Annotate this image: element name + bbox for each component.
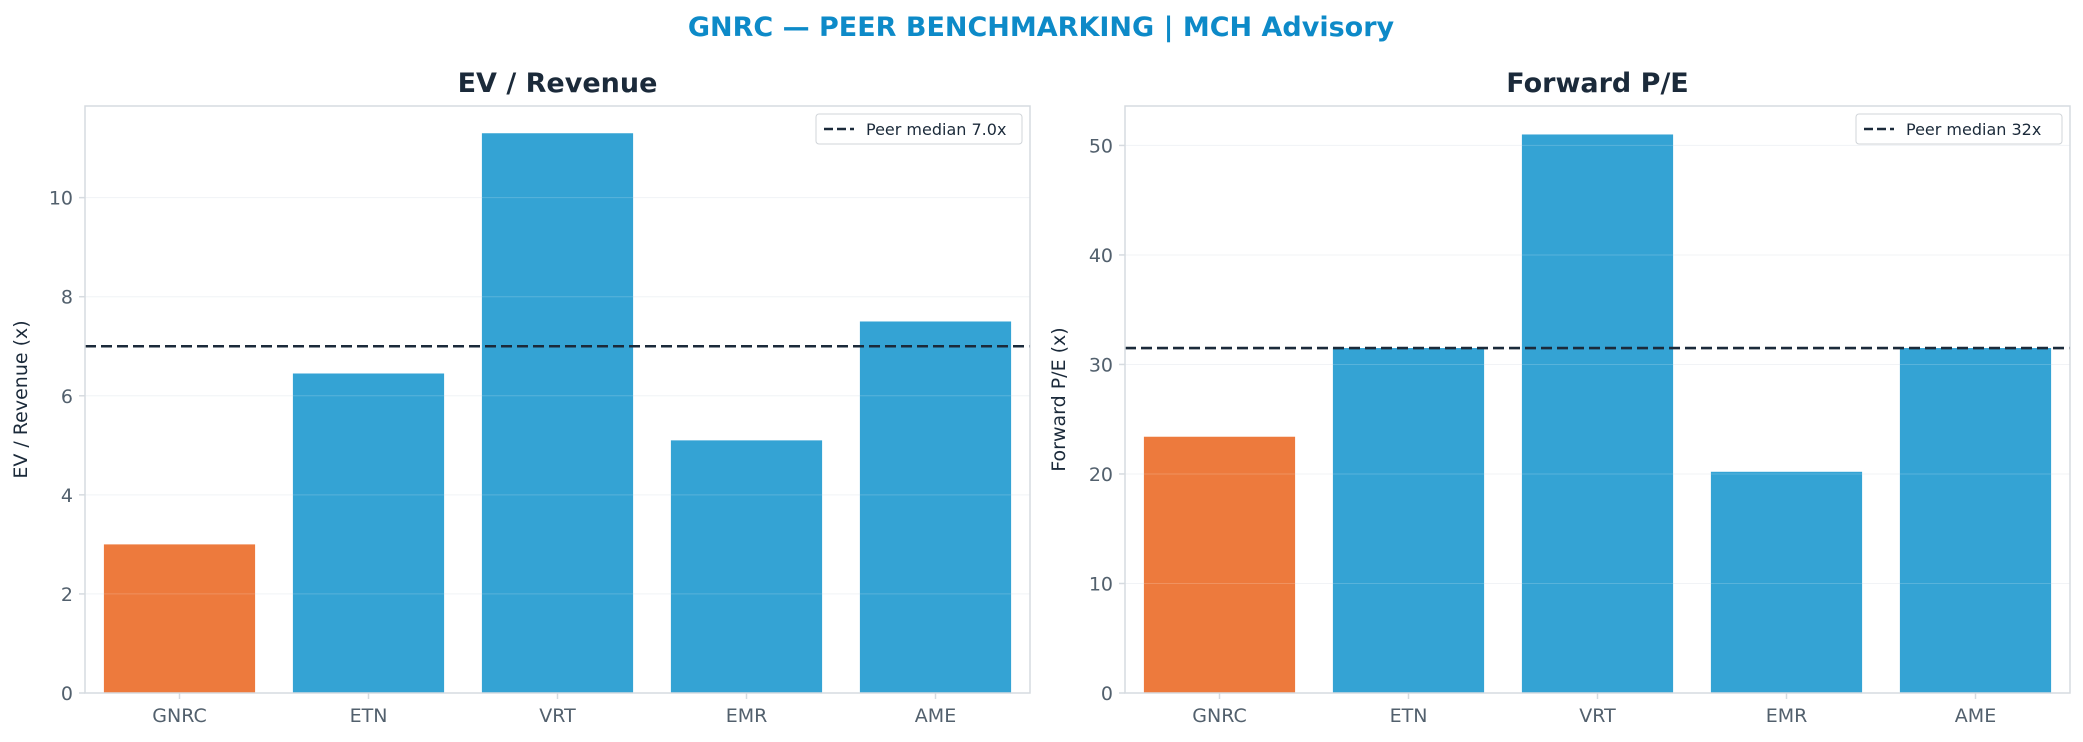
y-axis-label: Forward P/E (x)	[1048, 327, 1070, 471]
bar-etn	[1332, 348, 1485, 693]
legend: Peer median 32x	[1855, 113, 2063, 145]
bar-emr	[670, 440, 823, 693]
bar-etn	[292, 373, 445, 693]
x-tick-label: ETN	[350, 705, 388, 727]
bar-ame	[1899, 348, 2052, 693]
x-tick-label: VRT	[1579, 705, 1616, 727]
legend: Peer median 7.0x	[815, 113, 1023, 145]
legend-label: Peer median 32x	[1906, 120, 2041, 139]
y-tick-label: 10	[49, 188, 73, 210]
panel-title: EV / Revenue	[458, 68, 658, 99]
y-tick-label: 4	[61, 485, 73, 507]
y-axis-label: EV / Revenue (x)	[10, 320, 32, 478]
panel-title: Forward P/E	[1506, 68, 1689, 99]
y-tick-label: 2	[61, 584, 73, 606]
legend-label: Peer median 7.0x	[866, 120, 1006, 139]
y-tick-label: 6	[61, 386, 73, 408]
bar-emr	[1710, 471, 1863, 693]
y-tick-label: 0	[61, 683, 73, 705]
y-tick-label: 40	[1089, 245, 1113, 267]
x-tick-label: EMR	[1766, 705, 1808, 727]
x-tick-label: VRT	[539, 705, 576, 727]
y-tick-label: 10	[1089, 573, 1113, 595]
figure-title: GNRC — PEER BENCHMARKING | MCH Advisory	[688, 12, 1395, 43]
y-tick-label: 20	[1089, 464, 1113, 486]
bar-ame	[859, 321, 1012, 693]
chart-panel-2: Forward P/E 0 10 20 30 40 50 GNRC ETN VRT EMR AME Fo…	[1048, 68, 2071, 727]
chart-panel-1: EV / Revenue 0 2 4 6 8 10 GNRC ETN VRT EMR AME EV / …	[10, 68, 1031, 727]
bar-vrt	[481, 133, 634, 693]
y-tick-label: 50	[1089, 135, 1113, 157]
bar-gnrc	[103, 544, 256, 693]
y-tick-label: 30	[1089, 354, 1113, 376]
x-tick-label: GNRC	[1192, 705, 1246, 727]
bar-gnrc	[1143, 436, 1296, 693]
x-tick-label: AME	[1955, 705, 1996, 727]
y-tick-label: 0	[1101, 683, 1113, 705]
legend-box	[1855, 113, 2063, 145]
x-tick-label: EMR	[726, 705, 768, 727]
bar-vrt	[1521, 134, 1674, 693]
x-tick-label: AME	[915, 705, 956, 727]
y-tick-label: 8	[61, 287, 73, 309]
x-tick-label: GNRC	[152, 705, 206, 727]
legend-box	[815, 113, 1023, 145]
x-tick-label: ETN	[1390, 705, 1428, 727]
